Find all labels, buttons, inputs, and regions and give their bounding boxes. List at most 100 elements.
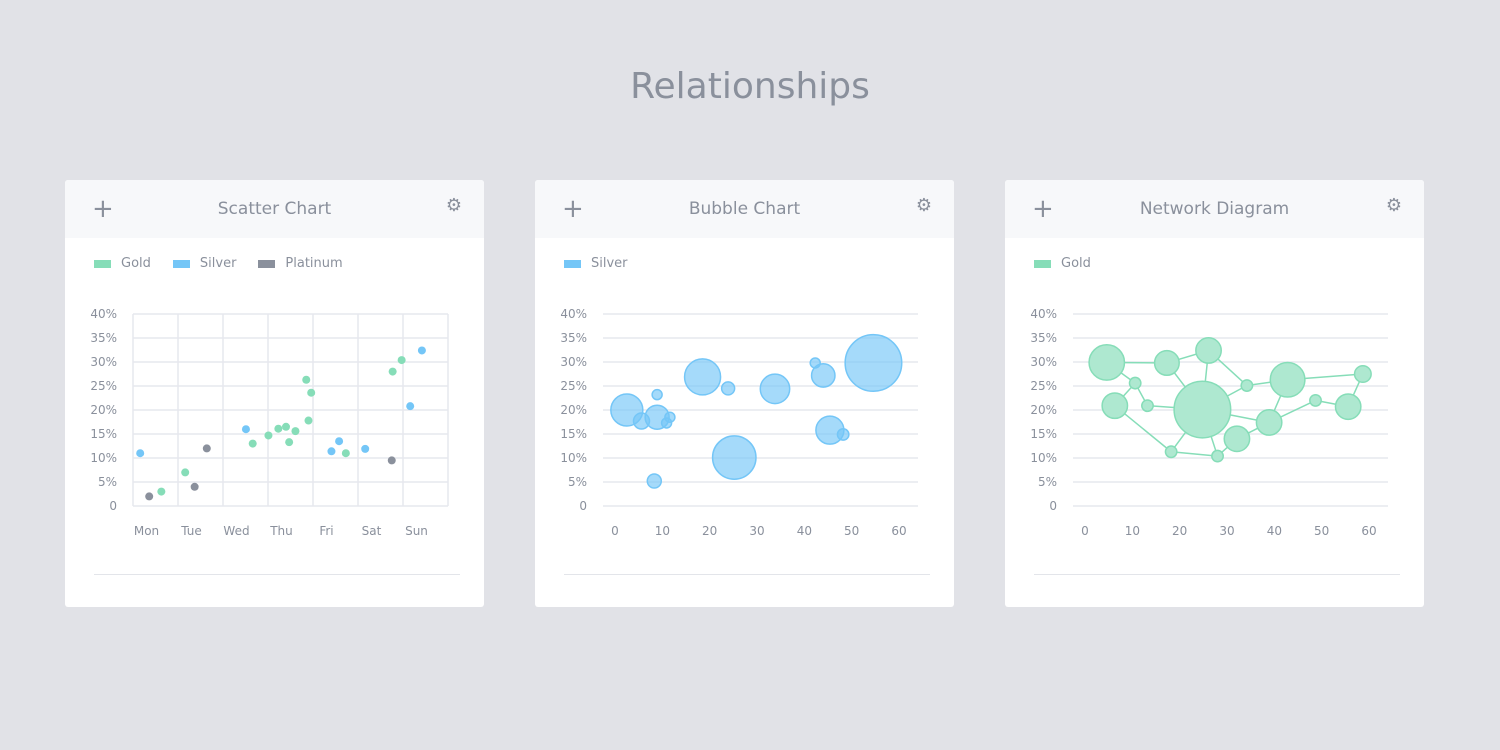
x-tick-label: 10 [655,524,670,538]
x-tick-label: 20 [702,524,717,538]
y-tick-label: 20% [1030,403,1057,417]
y-tick-label: 0 [579,499,587,513]
card-header: + Scatter Chart ⚙ [65,180,484,238]
x-tick-label: 50 [1314,524,1329,538]
scatter-chart-card: + Scatter Chart ⚙ Gold Silver Platinum 0… [65,180,484,607]
y-tick-label: 30% [1030,355,1057,369]
legend-swatch [564,259,581,268]
point-gold [274,424,283,433]
divider [564,574,930,575]
legend-label: Gold [1061,256,1091,271]
point-gold [388,367,397,376]
x-tick-label: 50 [844,524,859,538]
y-tick-label: 5% [1038,475,1057,489]
legend-item-platinum[interactable]: Platinum [258,256,343,271]
x-tick-label: 10 [1125,524,1140,538]
bubble [711,435,757,480]
network-node [1223,425,1251,453]
y-tick-label: 30% [90,355,117,369]
point-platinum [202,444,211,453]
y-tick-label: 20% [90,403,117,417]
y-tick-label: 15% [90,427,117,441]
bubble [810,362,836,388]
bubble [664,411,676,423]
bubble [759,373,791,405]
point-silver [417,346,426,355]
gear-icon[interactable]: ⚙ [445,195,462,216]
page-title: Relationships [630,66,870,107]
legend-swatch [94,259,111,268]
point-gold [307,388,316,397]
network-node [1309,393,1322,407]
network-node [1088,344,1126,381]
point-silver [335,437,344,446]
x-tick-label: Thu [269,524,293,538]
y-tick-label: 40% [90,307,117,321]
legend-label: Silver [591,256,628,271]
legend-swatch [172,259,190,268]
gear-icon[interactable]: ⚙ [915,195,932,216]
legend: Gold Silver Platinum [94,256,343,271]
y-tick-label: 15% [1030,427,1057,441]
point-silver [406,402,415,411]
card-title: Network Diagram [1139,199,1290,219]
bubble [683,358,722,396]
point-silver [327,447,336,456]
x-tick-label: Wed [223,524,249,538]
point-platinum [145,492,154,501]
y-tick-label: 40% [560,307,587,321]
card-header: + Bubble Chart ⚙ [535,180,954,238]
y-tick-label: 25% [90,379,117,393]
y-tick-label: 5% [98,475,117,489]
y-tick-label: 0 [109,499,117,513]
point-gold [291,427,300,436]
point-silver [136,449,145,458]
y-tick-label: 10% [1030,451,1057,465]
divider [94,574,460,575]
legend-label: Platinum [285,256,343,271]
x-tick-label: 20 [1172,524,1187,538]
y-tick-label: 35% [90,331,117,345]
x-tick-label: 40 [1267,524,1282,538]
legend-item-silver[interactable]: Silver [172,256,236,271]
add-icon[interactable]: + [92,194,114,224]
x-tick-label: 40 [797,524,812,538]
network-node [1173,380,1232,439]
network-node [1211,449,1224,463]
gear-icon[interactable]: ⚙ [1385,195,1402,216]
network-node [1269,361,1306,398]
x-tick-label: 0 [611,524,619,538]
legend-label: Gold [121,256,151,271]
card-title: Scatter Chart [217,199,332,219]
y-tick-label: 15% [560,427,587,441]
x-tick-label: Mon [134,524,159,538]
legend-item-silver[interactable]: Silver [564,256,628,271]
y-tick-label: 35% [1030,331,1057,345]
network-diagram: 0 5% 10% 15% 20% 25% 30% 35% 40% 0 10 20 30 40 50 60 [1030,307,1388,538]
point-gold [181,468,190,477]
card-title: Bubble Chart [688,199,801,219]
network-edge [1171,451,1218,457]
network-node [1255,409,1283,436]
y-tick-label: 0 [1049,499,1057,513]
network-node [1141,399,1154,413]
network-node [1153,349,1180,377]
bubble [651,388,663,401]
x-tick-label: Fri [319,524,333,538]
y-tick-label: 25% [560,379,587,393]
legend-item-gold[interactable]: Gold [94,256,151,271]
x-tick-label: 30 [1219,524,1234,538]
point-platinum [190,482,199,491]
x-tick-label: 60 [1361,524,1376,538]
add-icon[interactable]: + [562,194,584,224]
point-silver [361,444,370,453]
y-tick-label: 40% [1030,307,1057,321]
legend-item-gold[interactable]: Gold [1034,256,1091,271]
point-gold [157,487,166,496]
add-icon[interactable]: + [1032,194,1054,224]
legend-swatch [1034,259,1051,268]
x-tick-label: 60 [891,524,906,538]
y-tick-label: 20% [560,403,587,417]
x-tick-label: Sat [362,524,382,538]
point-gold [285,438,294,447]
